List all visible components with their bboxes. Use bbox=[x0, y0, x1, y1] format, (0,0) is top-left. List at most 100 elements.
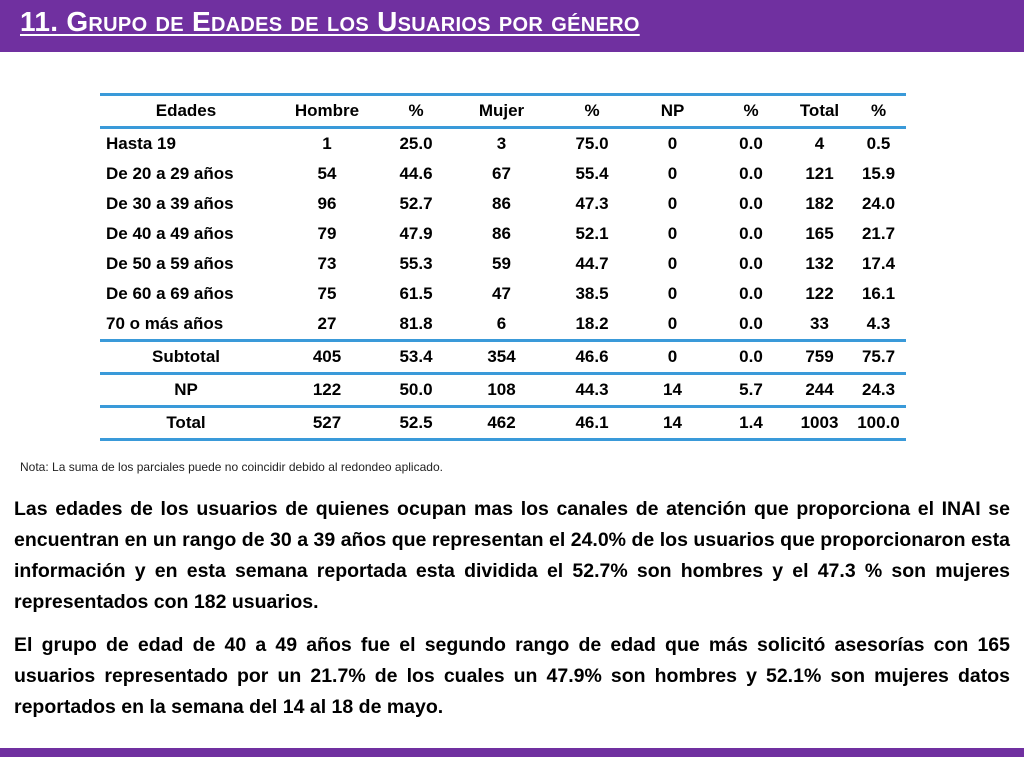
cell-total-pct: 21.7 bbox=[861, 224, 896, 243]
cell-mujer-pct: 75.0 bbox=[575, 134, 609, 153]
cell-hombre-pct: 81.8 bbox=[399, 314, 433, 333]
cell-total-pct: 24.3 bbox=[851, 372, 906, 407]
subtotal-row: Subtotal 405 53.4 354 46.6 0 0.0 759 75.… bbox=[100, 339, 906, 374]
cell-hombre: 75 bbox=[317, 284, 337, 303]
table-row: De 60 a 69 años 75 61.5 47 38.5 0 0.0 12… bbox=[100, 279, 906, 309]
cell-mujer: 59 bbox=[492, 254, 511, 273]
cell-hombre: 27 bbox=[317, 314, 337, 333]
row-label: De 50 a 59 años bbox=[106, 254, 234, 273]
cell-total: 121 bbox=[805, 164, 834, 183]
cell-hombre-pct: 47.9 bbox=[399, 224, 433, 243]
footer-bar bbox=[0, 748, 1024, 757]
cell-np-pct: 0.0 bbox=[739, 284, 763, 303]
row-label: De 40 a 49 años bbox=[106, 224, 234, 243]
table-row: 70 o más años 27 81.8 6 18.2 0 0.0 33 4.… bbox=[100, 309, 906, 341]
cell-np-pct: 5.7 bbox=[714, 372, 788, 407]
age-gender-table: Edades Hombre % Mujer % NP % Total % Has… bbox=[100, 93, 906, 441]
cell-mujer-pct: 44.7 bbox=[575, 254, 609, 273]
header-bar: 11. Grupo de Edades de los Usuarios por … bbox=[0, 0, 1024, 52]
cell-hombre: 79 bbox=[317, 224, 337, 243]
paragraph-age-30-39: Las edades de los usuarios de quienes oc… bbox=[14, 498, 1010, 613]
header-np: NP bbox=[631, 93, 714, 129]
header-mujer-pct: % bbox=[553, 93, 631, 129]
cell-mujer: 86 bbox=[492, 194, 511, 213]
cell-mujer: 86 bbox=[492, 224, 511, 243]
table-header-row: Edades Hombre % Mujer % NP % Total % bbox=[100, 93, 906, 129]
paragraph-age-40-49: El grupo de edad de 40 a 49 años fue el … bbox=[14, 634, 1010, 718]
row-label: Hasta 19 bbox=[106, 134, 176, 153]
cell-total: 244 bbox=[788, 372, 851, 407]
cell-hombre: 1 bbox=[322, 134, 332, 153]
cell-total-pct: 24.0 bbox=[861, 194, 896, 213]
cell-hombre: 122 bbox=[272, 372, 382, 407]
cell-np-pct: 0.0 bbox=[739, 164, 763, 183]
cell-total: 182 bbox=[805, 194, 834, 213]
cell-np-pct: 1.4 bbox=[714, 405, 788, 441]
row-label: NP bbox=[100, 372, 272, 407]
cell-hombre: 73 bbox=[317, 254, 337, 273]
row-label: Subtotal bbox=[100, 339, 272, 374]
cell-np: 0 bbox=[667, 224, 678, 243]
cell-total: 759 bbox=[788, 339, 851, 374]
cell-hombre-pct: 50.0 bbox=[382, 372, 450, 407]
cell-hombre-pct: 52.7 bbox=[399, 194, 433, 213]
cell-total-pct: 15.9 bbox=[861, 164, 896, 183]
cell-total: 1003 bbox=[788, 405, 851, 441]
header-np-pct: % bbox=[714, 93, 788, 129]
cell-np: 0 bbox=[631, 339, 714, 374]
table-row: De 50 a 59 años 73 55.3 59 44.7 0 0.0 13… bbox=[100, 249, 906, 279]
cell-np-pct: 0.0 bbox=[739, 224, 763, 243]
header-total: Total bbox=[788, 93, 851, 129]
cell-mujer: 354 bbox=[450, 339, 553, 374]
cell-total-pct: 0.5 bbox=[866, 134, 891, 153]
total-row: Total 527 52.5 462 46.1 14 1.4 1003 100.… bbox=[100, 405, 906, 441]
cell-np: 14 bbox=[631, 405, 714, 441]
row-label: De 30 a 39 años bbox=[106, 194, 234, 213]
cell-total-pct: 100.0 bbox=[851, 405, 906, 441]
header-total-pct: % bbox=[851, 93, 906, 129]
cell-mujer-pct: 55.4 bbox=[575, 164, 609, 183]
row-label: Total bbox=[100, 405, 272, 441]
cell-mujer-pct: 46.1 bbox=[553, 405, 631, 441]
cell-np: 14 bbox=[631, 372, 714, 407]
np-row: NP 122 50.0 108 44.3 14 5.7 244 24.3 bbox=[100, 372, 906, 407]
cell-hombre-pct: 53.4 bbox=[382, 339, 450, 374]
cell-mujer-pct: 52.1 bbox=[575, 224, 609, 243]
cell-hombre-pct: 61.5 bbox=[399, 284, 433, 303]
cell-mujer-pct: 44.3 bbox=[553, 372, 631, 407]
cell-hombre: 54 bbox=[317, 164, 337, 183]
slide-title: 11. Grupo de Edades de los Usuarios por … bbox=[20, 6, 640, 37]
cell-hombre-pct: 55.3 bbox=[399, 254, 433, 273]
cell-mujer: 67 bbox=[492, 164, 511, 183]
cell-mujer: 108 bbox=[450, 372, 553, 407]
cell-mujer: 6 bbox=[496, 314, 507, 333]
cell-np: 0 bbox=[667, 194, 678, 213]
cell-np: 0 bbox=[667, 134, 678, 153]
cell-total: 122 bbox=[805, 284, 834, 303]
age-gender-table-container: Edades Hombre % Mujer % NP % Total % Has… bbox=[100, 93, 906, 441]
cell-np: 0 bbox=[667, 164, 678, 183]
cell-mujer-pct: 46.6 bbox=[553, 339, 631, 374]
cell-np-pct: 0.0 bbox=[739, 314, 763, 333]
cell-np: 0 bbox=[667, 314, 678, 333]
cell-hombre: 405 bbox=[272, 339, 382, 374]
row-label: De 60 a 69 años bbox=[106, 284, 234, 303]
cell-mujer: 47 bbox=[492, 284, 511, 303]
cell-np: 0 bbox=[667, 284, 678, 303]
table-row: De 30 a 39 años 96 52.7 86 47.3 0 0.0 18… bbox=[100, 189, 906, 219]
cell-np-pct: 0.0 bbox=[739, 134, 763, 153]
cell-hombre: 96 bbox=[317, 194, 337, 213]
cell-total-pct: 4.3 bbox=[866, 314, 891, 333]
table-row: De 20 a 29 años 54 44.6 67 55.4 0 0.0 12… bbox=[100, 159, 906, 189]
cell-hombre-pct: 44.6 bbox=[399, 164, 433, 183]
table-row: Hasta 19 1 25.0 3 75.0 0 0.0 4 0.5 bbox=[100, 128, 906, 160]
cell-hombre-pct: 25.0 bbox=[399, 134, 433, 153]
cell-total: 132 bbox=[805, 254, 834, 273]
cell-mujer-pct: 38.5 bbox=[575, 284, 609, 303]
header-edades: Edades bbox=[100, 93, 272, 129]
table-note: Nota: La suma de los parciales puede no … bbox=[20, 460, 443, 474]
cell-total: 33 bbox=[810, 314, 829, 333]
header-mujer: Mujer bbox=[450, 93, 553, 129]
cell-np: 0 bbox=[667, 254, 678, 273]
cell-np-pct: 0.0 bbox=[739, 194, 763, 213]
